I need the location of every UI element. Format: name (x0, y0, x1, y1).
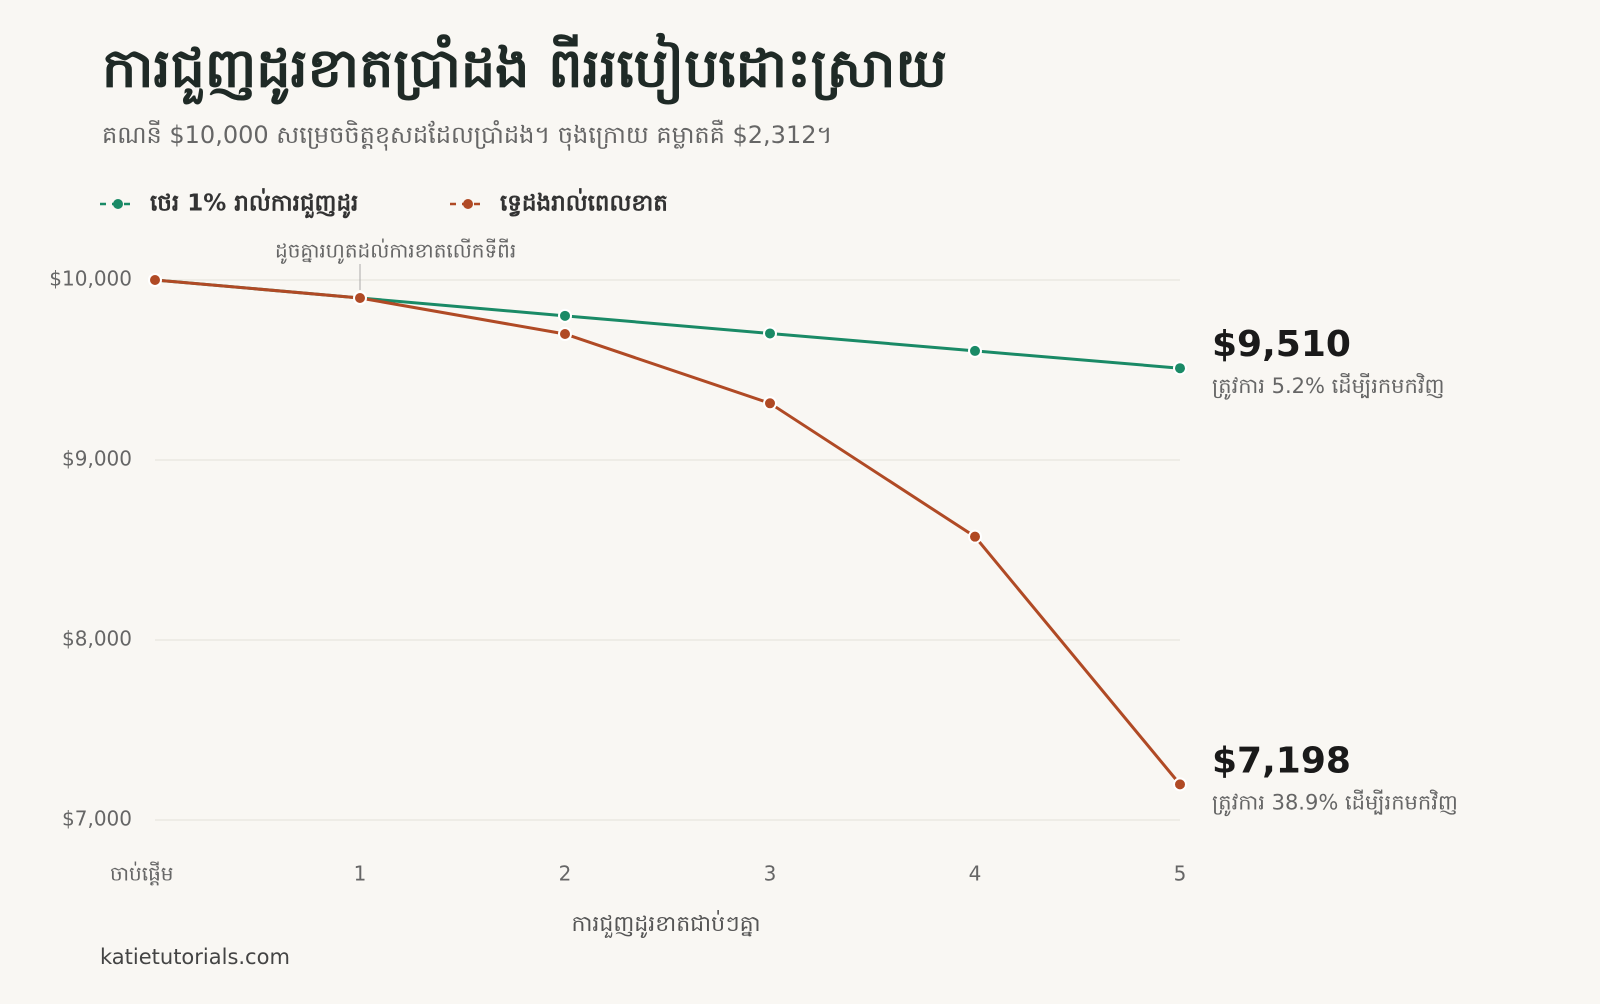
data-point (353, 291, 367, 305)
chart-title: ការជួញដូរខាតប្រាំដង ពីររបៀបដោះស្រាយ (102, 33, 947, 105)
y-tick-label: $10,000 (49, 267, 132, 291)
end-value-label: $9,510 (1212, 324, 1351, 365)
data-point (1173, 777, 1187, 792)
y-tick-label: $7,000 (62, 807, 132, 831)
data-point (558, 308, 572, 323)
legend-label: ថេរ 1% រាល់ការជួញដូរ (150, 188, 358, 219)
legend-marker-dot (463, 199, 473, 209)
series-line (154, 278, 1182, 786)
x-tick-label: 4 (969, 862, 982, 886)
x-tick-label: 1 (354, 862, 367, 886)
chart-subtitle: គណនី $10,000 សម្រេចចិត្តខុសដដែលប្រាំដង។ … (102, 119, 832, 151)
end-value-label: $7,198 (1212, 740, 1351, 781)
data-point (1173, 361, 1187, 376)
data-point (763, 396, 777, 411)
y-tick-label: $8,000 (62, 627, 132, 651)
source: katietutorials.com (100, 945, 290, 969)
data-point (968, 529, 982, 544)
annotation: ដូចគ្នារហូតដល់ការខាតលើកទីពីរ (275, 238, 516, 265)
legend-marker-dot (113, 199, 123, 209)
x-axis-title: ការជួញដូរខាតជាប់ៗគ្នា (571, 910, 760, 938)
legend-label: ទ្វេដងរាល់ពេលខាត (500, 188, 668, 218)
x-tick-label: 2 (559, 862, 572, 886)
x-tick-label: ចាប់ផ្តើម (110, 861, 173, 886)
end-note: ត្រូវការ 38.9% ដើម្បីរកមកវិញ (1212, 789, 1458, 816)
data-point (558, 327, 572, 341)
end-note: ត្រូវការ 5.2% ដើម្បីរកមកវិញ (1212, 373, 1445, 400)
data-point (148, 273, 162, 287)
x-tick-label: 3 (764, 862, 777, 886)
data-point (968, 343, 982, 358)
x-tick-label: 5 (1174, 862, 1187, 886)
y-tick-label: $9,000 (62, 447, 132, 471)
data-point (763, 326, 777, 341)
